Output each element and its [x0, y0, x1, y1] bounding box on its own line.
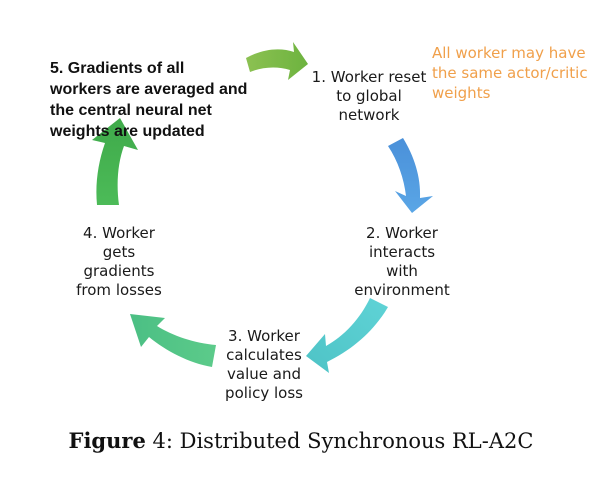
step-4-line: 4. Worker — [83, 224, 155, 242]
arrow-step5-to-step1 — [246, 42, 308, 80]
step-4-text: 4. Worker gets gradients from losses — [60, 224, 178, 300]
step-5-line: workers are averaged and — [50, 81, 248, 98]
arrow-step1-to-step2 — [388, 138, 433, 213]
step-2-line: environment — [354, 281, 450, 299]
arrow-step4-to-step5 — [92, 118, 138, 205]
step-4-line: gradients — [83, 262, 155, 280]
arrow-step3-to-step4 — [130, 314, 216, 367]
note-line: the same actor/critic — [432, 64, 588, 82]
caption-text: : Distributed Synchronous RL-A2C — [165, 429, 534, 453]
step-5-text: 5. Gradients of all workers are averaged… — [50, 58, 247, 142]
step-2-line: with — [386, 262, 418, 280]
note-line: All worker may have — [432, 44, 586, 62]
step-1-line: 1. Worker reset — [311, 68, 427, 86]
figure-caption: Figure 4: Distributed Synchronous RL-A2C — [0, 428, 602, 453]
note-text: All worker may have the same actor/criti… — [432, 43, 588, 103]
arrow-step2-to-step3 — [306, 298, 388, 373]
step-4-line: from losses — [76, 281, 162, 299]
cycle-diagram — [92, 42, 433, 373]
step-5-line: the central neural net — [50, 102, 212, 119]
caption-label: Figure — [68, 428, 146, 453]
note-line: weights — [432, 84, 491, 102]
step-3-line: value and — [227, 365, 301, 383]
step-1-text: 1. Worker reset to global network — [306, 68, 432, 125]
step-2-text: 2. Worker interacts with environment — [344, 224, 460, 300]
step-5-line: weights are updated — [50, 123, 205, 140]
step-3-line: calculates — [226, 346, 302, 364]
step-4-line: gets — [102, 243, 136, 261]
step-2-line: interacts — [368, 243, 436, 261]
caption-number: 4 — [152, 429, 166, 453]
step-2-line: 2. Worker — [366, 224, 438, 242]
step-3-text: 3. Worker calculates value and policy lo… — [204, 327, 324, 403]
step-3-line: 3. Worker — [228, 327, 300, 345]
step-3-line: policy loss — [225, 384, 303, 402]
step-1-line: to global — [336, 87, 402, 105]
step-5-line: 5. Gradients of all — [50, 60, 185, 77]
step-1-line: network — [338, 106, 400, 124]
